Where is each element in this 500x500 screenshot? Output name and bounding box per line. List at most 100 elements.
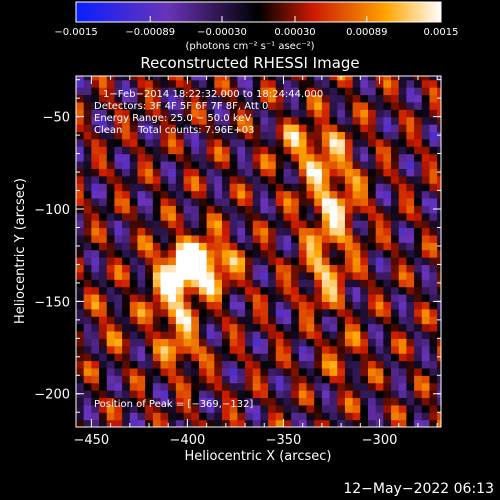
heatmap-cell	[329, 212, 338, 221]
heatmap-cell	[122, 249, 131, 258]
heatmap-cell	[137, 212, 146, 221]
heatmap-cell	[344, 345, 354, 354]
heatmap-cell	[421, 242, 431, 251]
heatmap-cell	[352, 419, 361, 427]
heatmap-cell	[245, 271, 254, 280]
heatmap-cell	[106, 360, 116, 369]
heatmap-cell	[437, 212, 441, 221]
heatmap-cell	[352, 138, 361, 147]
heatmap-cell	[314, 338, 323, 347]
heatmap-cell	[268, 79, 277, 88]
heatmap-cell	[429, 316, 438, 325]
heatmap-cell	[329, 242, 338, 251]
heatmap-cell	[91, 101, 100, 110]
heatmap-cell	[152, 353, 162, 362]
heatmap-cell	[237, 175, 246, 184]
heatmap-cell	[145, 87, 154, 96]
heatmap-cell	[421, 412, 431, 421]
heatmap-cell	[421, 76, 431, 81]
heatmap-cell	[168, 160, 177, 169]
heatmap-cell	[429, 367, 438, 376]
heatmap-cell	[275, 390, 285, 399]
heatmap-cell	[76, 94, 85, 103]
heatmap-cell	[122, 375, 131, 384]
heatmap-cell	[437, 124, 441, 133]
heatmap-cell	[391, 160, 400, 169]
heatmap-cell	[175, 375, 185, 384]
heatmap-cell	[406, 367, 415, 376]
heatmap-cell	[421, 419, 431, 427]
heatmap-cell	[360, 109, 369, 118]
heatmap-cell	[298, 249, 308, 258]
heatmap-cell	[152, 279, 162, 288]
heatmap-cell	[160, 375, 169, 384]
heatmap-cell	[191, 375, 200, 384]
heatmap-cell	[91, 338, 100, 347]
heatmap-cell	[206, 109, 215, 118]
heatmap-cell	[145, 367, 154, 376]
heatmap-cell	[229, 301, 238, 310]
heatmap-cell	[152, 183, 162, 192]
heatmap-cell	[137, 360, 146, 369]
peak-position-label: Position of Peak = [−369,−132]	[94, 399, 253, 410]
heatmap-cell	[252, 109, 262, 118]
heatmap-cell	[352, 404, 361, 413]
heatmap-cell	[245, 345, 254, 354]
heatmap-cell	[298, 279, 308, 288]
heatmap-cell	[129, 79, 139, 88]
heatmap-cell	[252, 242, 262, 251]
heatmap-cell	[99, 242, 108, 251]
heatmap-cell	[375, 101, 384, 110]
heatmap-cell	[137, 227, 146, 236]
heatmap-cell	[191, 338, 200, 347]
heatmap-cell	[245, 286, 254, 295]
heatmap-cell	[344, 124, 354, 133]
heatmap-cell	[368, 353, 377, 362]
heatmap-cell	[375, 286, 384, 295]
heatmap-cell	[298, 94, 308, 103]
heatmap-cell	[337, 205, 346, 214]
heatmap-cell	[245, 116, 254, 125]
heatmap-cell	[206, 87, 215, 96]
heatmap-cell	[160, 293, 169, 302]
heatmap-cell	[260, 249, 269, 258]
heatmap-cell	[106, 87, 116, 96]
heatmap-cell	[222, 101, 231, 110]
heatmap-cell	[237, 190, 246, 199]
heatmap-cell	[344, 183, 354, 192]
heatmap-cell	[175, 205, 185, 214]
heatmap-cell	[129, 249, 139, 258]
heatmap-cell	[214, 116, 223, 125]
heatmap-cell	[106, 330, 116, 339]
heatmap-cell	[114, 330, 123, 339]
heatmap-cell	[398, 76, 408, 81]
heatmap-cell	[99, 101, 108, 110]
heatmap-cell	[260, 330, 269, 339]
heatmap-cell	[198, 293, 208, 302]
heatmap-cell	[344, 353, 354, 362]
heatmap-cell	[360, 116, 369, 125]
heatmap-cell	[198, 345, 208, 354]
heatmap-cell	[437, 109, 441, 118]
heatmap-cell	[137, 220, 146, 229]
heatmap-cell	[114, 345, 123, 354]
heatmap-cell	[168, 367, 177, 376]
heatmap-cell	[252, 76, 262, 81]
heatmap-cell	[391, 323, 400, 332]
heatmap-cell	[245, 190, 254, 199]
heatmap-cell	[206, 227, 215, 236]
heatmap-cell	[198, 183, 208, 192]
heatmap-cell	[91, 212, 100, 221]
heatmap-cell	[368, 345, 377, 354]
heatmap-cell	[222, 330, 231, 339]
heatmap-cell	[406, 271, 415, 280]
heatmap-cell	[344, 257, 354, 266]
heatmap-cell	[106, 293, 116, 302]
heatmap-cell	[268, 153, 277, 162]
heatmap-cell	[183, 338, 192, 347]
heatmap-cell	[245, 338, 254, 347]
heatmap-cell	[122, 227, 131, 236]
heatmap-cell	[191, 183, 200, 192]
heatmap-cell	[137, 301, 146, 310]
